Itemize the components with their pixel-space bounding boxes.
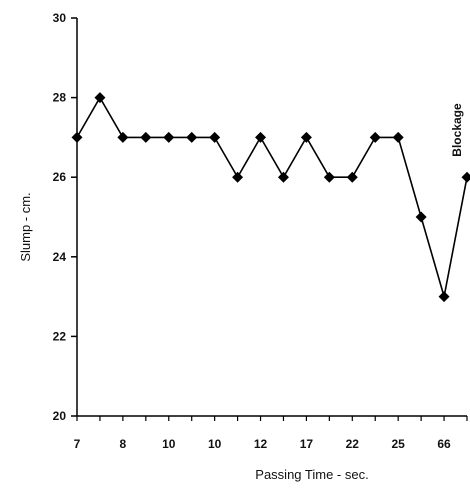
data-point bbox=[346, 171, 358, 183]
data-point bbox=[163, 131, 175, 143]
x-tick-label: 12 bbox=[254, 437, 268, 451]
y-tick-label: 22 bbox=[53, 329, 67, 343]
series-layer bbox=[71, 92, 470, 303]
x-tick-label: 25 bbox=[391, 437, 405, 451]
x-tick-label: 66 bbox=[437, 437, 451, 451]
data-point bbox=[415, 211, 427, 223]
data-point bbox=[277, 171, 289, 183]
x-tick-label: 8 bbox=[120, 437, 127, 451]
data-point bbox=[71, 131, 83, 143]
data-point bbox=[392, 131, 404, 143]
y-tick-label: 24 bbox=[53, 250, 67, 264]
data-point bbox=[369, 131, 381, 143]
data-point bbox=[255, 131, 267, 143]
x-tick-label: 17 bbox=[300, 437, 314, 451]
series-line bbox=[76, 95, 468, 297]
y-tick-label: 28 bbox=[53, 91, 67, 105]
data-point bbox=[140, 131, 152, 143]
x-tick-label: 7 bbox=[74, 437, 81, 451]
data-point bbox=[117, 131, 129, 143]
data-point bbox=[232, 171, 244, 183]
blockage-annotation: Blockage bbox=[450, 103, 464, 157]
axes bbox=[76, 18, 467, 417]
data-point bbox=[461, 171, 470, 183]
x-tick-label: 10 bbox=[162, 437, 176, 451]
x-tick-label: 10 bbox=[208, 437, 222, 451]
x-tick-label: 22 bbox=[346, 437, 360, 451]
y-tick-label: 26 bbox=[53, 170, 67, 184]
y-tick-label: 20 bbox=[53, 409, 67, 423]
data-point bbox=[209, 131, 221, 143]
data-point bbox=[300, 131, 312, 143]
y-axis-label: Slump - cm. bbox=[18, 192, 33, 261]
data-point bbox=[186, 131, 198, 143]
data-point bbox=[323, 171, 335, 183]
axis-ticks: 20 22 24 26 28 30 7 8 10 10 12 17 22 25 66 bbox=[53, 11, 468, 451]
x-axis-label: Passing Time - sec. bbox=[255, 467, 368, 482]
data-point bbox=[94, 92, 106, 104]
data-point bbox=[438, 291, 450, 303]
y-tick-label: 30 bbox=[53, 11, 67, 25]
